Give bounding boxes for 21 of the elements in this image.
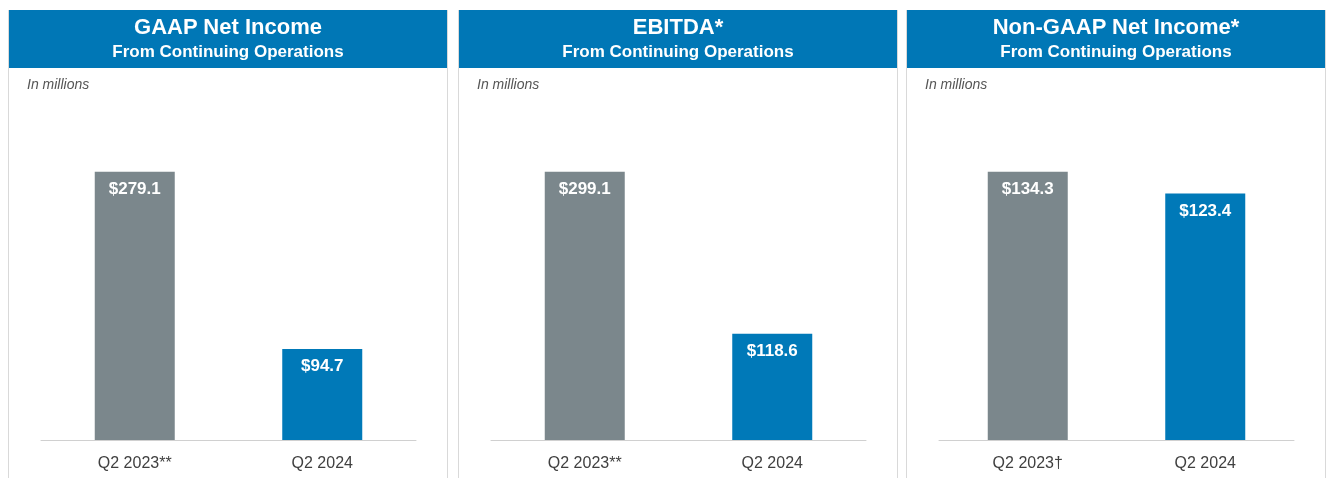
data-label: $299.1 [558, 178, 611, 198]
x-tick-label: Q2 2023† [992, 453, 1063, 471]
chart-subtitle: From Continuing Operations [561, 41, 795, 63]
chart-subtitle: From Continuing Operations [999, 41, 1233, 63]
text: In millions [477, 76, 540, 92]
text: In millions [27, 76, 90, 92]
chart-subtitle: From Continuing Operations [111, 41, 345, 63]
x-tick-label: Q2 2024 [741, 453, 804, 471]
chart-title: GAAP Net Income [133, 14, 323, 40]
text: In millions [925, 76, 988, 92]
data-label: $123.4 [1179, 200, 1232, 220]
x-tick-label: Q2 2024 [1174, 453, 1237, 471]
data-label: $134.3 [1001, 178, 1054, 198]
x-tick-label: Q2 2023** [97, 453, 172, 471]
data-label: $118.6 [746, 340, 798, 360]
x-tick-label: Q2 2023** [547, 453, 622, 471]
data-label: $94.7 [300, 356, 344, 376]
chart-title: EBITDA* [631, 14, 725, 40]
data-label: $279.1 [108, 178, 161, 198]
chart-title: Non-GAAP Net Income* [991, 14, 1241, 40]
x-tick-label: Q2 2024 [291, 453, 354, 471]
